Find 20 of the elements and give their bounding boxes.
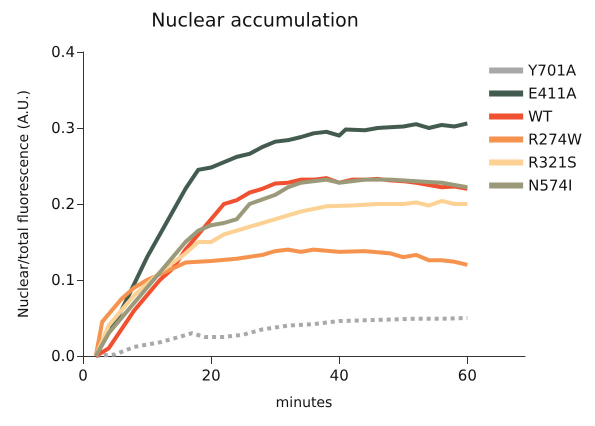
line-series [94,316,470,358]
legend-label: E411A [528,84,578,102]
legend-label: R321S [528,154,577,172]
y-tick-label: 0.1 [51,271,75,289]
chart-title: Nuclear accumulation [151,10,359,32]
y-tick-label: 0.3 [51,119,75,137]
y-tick-label: 0.2 [51,195,75,213]
x-tick-label: 40 [330,366,349,384]
y-axis-title: Nuclear/total fluorescence (A.U.) [16,90,32,318]
legend-label: Y701A [527,62,577,80]
line-series [94,248,470,358]
x-axis-title: minutes [276,395,332,411]
y-tick-label: 0.0 [51,347,75,365]
y-tick-label: 0.4 [51,43,75,61]
legend-label: R274W [528,130,582,148]
x-tick-label: 20 [202,366,221,384]
legend-label: N574I [528,176,572,194]
x-tick-label: 60 [458,366,477,384]
x-tick-label: 0 [78,366,88,384]
legend-label: WT [528,108,553,126]
